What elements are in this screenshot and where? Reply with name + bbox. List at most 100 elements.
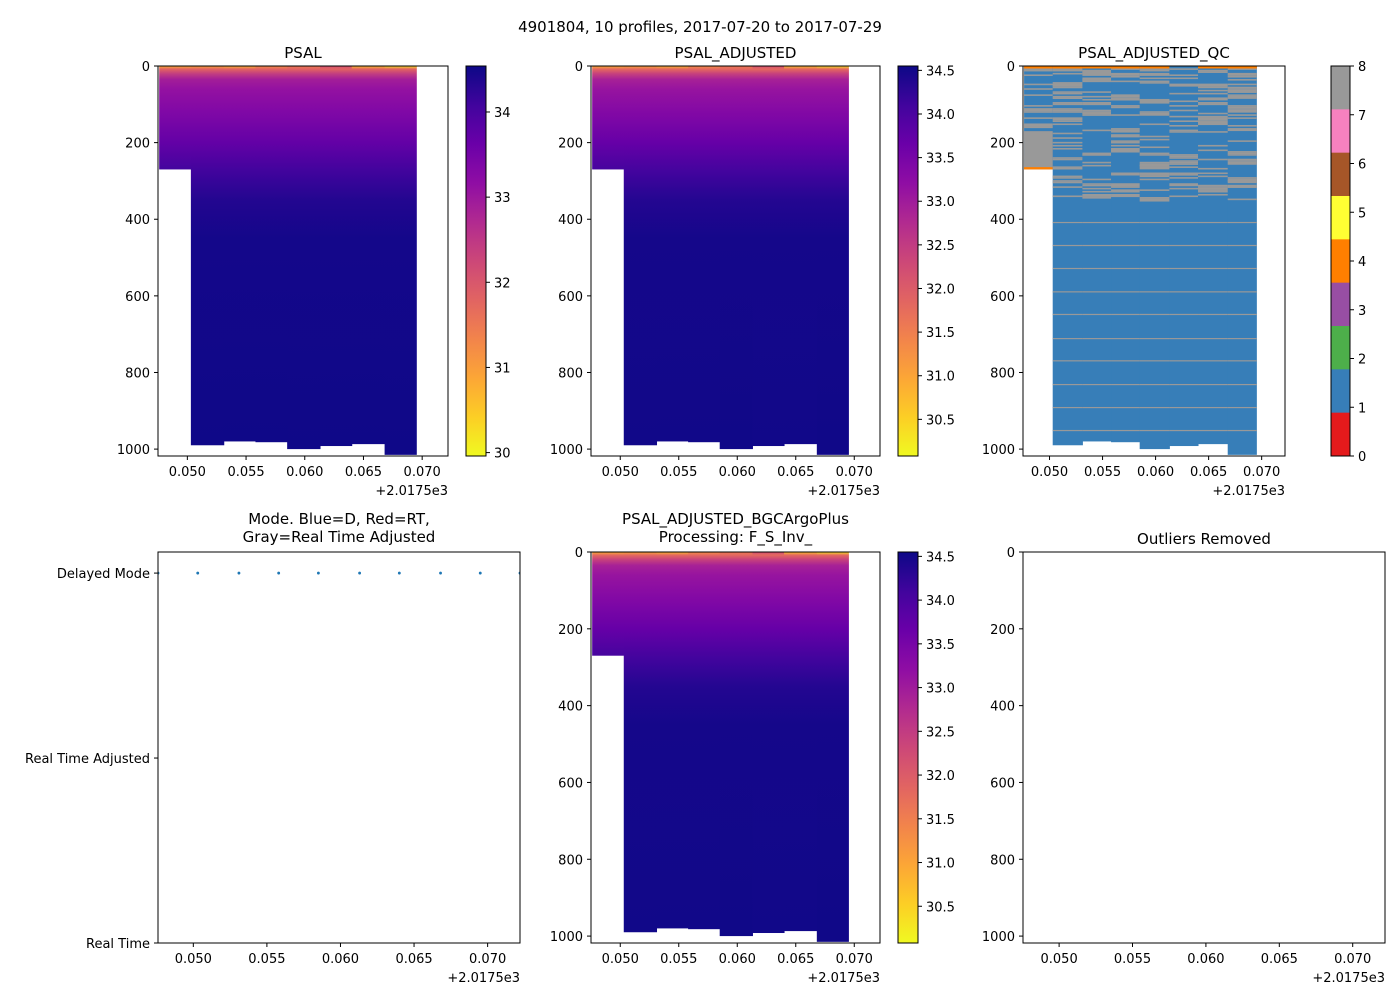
x-tick-label: 0.060 (719, 952, 756, 967)
qc-stripe-flag-8 (1111, 429, 1141, 432)
psal-column (159, 66, 192, 170)
qc-stripe-flag-8 (1052, 175, 1083, 178)
qc-stripe-flag-8 (1169, 183, 1199, 187)
qc-stripe-flag-8 (1198, 189, 1229, 191)
qc-stripe-flag-8 (1139, 98, 1170, 101)
qc-stripe-flag-8 (1024, 83, 1054, 86)
qc-stripe-flag-8 (1082, 114, 1112, 116)
x-tick-label: 0.050 (169, 465, 206, 480)
colorbar-tick-label: 6 (1358, 158, 1366, 173)
colorbar-tick-label: 8 (1358, 60, 1366, 75)
colorbar-gradient (898, 66, 918, 456)
qc-stripe-flag-8 (1169, 338, 1199, 340)
y-tick-label: 200 (558, 623, 583, 638)
y-tick-label: 200 (125, 137, 150, 152)
colorbar-swatch (1331, 66, 1350, 110)
qc-stripe-flag-8 (1198, 158, 1229, 161)
qc-stripe-flag-8 (1139, 154, 1170, 156)
x-tick-label: 0.055 (1084, 465, 1121, 480)
qc-stripe-flag-8 (1227, 406, 1257, 409)
qc-stripe-flag-8 (1052, 82, 1083, 86)
qc-stripe-flag-8 (1052, 186, 1083, 188)
psal-column (384, 66, 417, 455)
qc-stripe-flag-8 (1111, 186, 1141, 188)
qc-stripe-flag-8 (1111, 190, 1141, 193)
axes-frame (1022, 551, 1386, 944)
qc-stripe-flag-8 (1082, 79, 1112, 81)
plot-area (158, 571, 520, 575)
qc-stripe-flag-8 (1052, 429, 1083, 432)
qc-stripe-flag-8 (1139, 178, 1170, 181)
qc-stripe-flag-8 (1198, 187, 1229, 190)
qc-stripe-flag-8 (1111, 94, 1141, 98)
x-tick-label: 0.050 (602, 952, 639, 967)
x-tick-label: 0.070 (404, 465, 441, 480)
qc-stripe-flag-8 (1111, 313, 1141, 316)
psal-column (784, 66, 818, 445)
qc-stripe-flag-8 (1139, 123, 1170, 126)
qc-stripe-flag-8 (1169, 160, 1199, 162)
y-tick-label: 800 (990, 366, 1015, 381)
qc-stripe-flag-8 (1052, 117, 1083, 121)
qc-stripe-flag-8 (1169, 155, 1199, 158)
qc-stripe-flag-8 (1082, 406, 1112, 409)
qc-stripe-flag-8 (1052, 144, 1083, 147)
panel-title: PSAL_ADJUSTED_BGCArgoPlus (622, 510, 849, 529)
qc-stripe-flag-8 (1082, 161, 1112, 164)
qc-column-flag-1 (1139, 66, 1170, 450)
qc-stripe-flag-8 (1082, 111, 1112, 115)
qc-stripe-flag-8 (1111, 147, 1141, 151)
qc-stripe-flag-8 (1111, 383, 1141, 386)
qc-stripe-flag-8 (1082, 69, 1112, 73)
qc-stripe-flag-8 (1198, 117, 1229, 121)
psal-column (688, 66, 721, 443)
qc-stripe-flag-8 (1111, 184, 1141, 187)
qc-stripe-flag-8 (1052, 313, 1083, 316)
colorbar-tick-label: 33 (494, 191, 511, 206)
qc-stripe-flag-8 (1082, 152, 1112, 156)
x-offset-label: +2.0175e3 (807, 971, 880, 986)
qc-stripe-flag-8 (1139, 429, 1170, 432)
qc-stripe-flag-8 (1169, 163, 1199, 165)
qc-band-flag-4 (1024, 167, 1054, 170)
qc-stripe-flag-8 (1052, 141, 1083, 144)
qc-stripe-flag-8 (1169, 109, 1199, 112)
qc-stripe-flag-8 (1169, 83, 1199, 87)
qc-stripe-flag-8 (1139, 383, 1170, 386)
y-tick-label: 200 (990, 137, 1015, 152)
x-tick-label: 0.070 (1243, 465, 1280, 480)
psal-column (623, 552, 658, 933)
mode-point (478, 571, 482, 575)
qc-stripe-flag-8 (1052, 111, 1083, 113)
y-tick-label: 800 (125, 366, 150, 381)
qc-stripe-flag-8 (1198, 71, 1229, 73)
colorbar-tick-label: 31.5 (926, 326, 955, 341)
qc-stripe-flag-8 (1227, 180, 1257, 184)
x-tick-label: 0.060 (286, 465, 323, 480)
qc-stripe-flag-8 (1227, 429, 1257, 432)
colorbar-tick-label: 34.5 (926, 550, 955, 565)
plot-area (159, 66, 417, 455)
qc-stripe-flag-8 (1139, 406, 1170, 409)
qc-stripe-flag-8 (1227, 186, 1257, 188)
psal-column (656, 66, 689, 442)
colorbar-tick-label: 31.0 (926, 370, 955, 385)
qc-stripe-flag-8 (1227, 313, 1257, 316)
qc-stripe-flag-8 (1169, 154, 1199, 156)
qc-stripe-flag-8 (1198, 167, 1229, 170)
qc-stripe-flag-8 (1024, 88, 1054, 90)
qc-stripe-flag-8 (1139, 164, 1170, 167)
colorbar-tick-label: 30.5 (926, 900, 955, 915)
x-tick-label: 0.050 (1041, 952, 1078, 967)
colorbar-tick-label: 7 (1358, 109, 1366, 124)
qc-stripe-flag-8 (1139, 146, 1170, 149)
colorbar-frame (897, 551, 919, 944)
qc-stripe-flag-8 (1139, 267, 1170, 270)
qc-stripe-flag-8 (1198, 69, 1229, 72)
qc-stripe-flag-8 (1052, 406, 1083, 409)
qc-stripe-flag-8 (1139, 175, 1170, 178)
x-tick-label: 0.065 (395, 952, 432, 967)
qc-stripe-flag-8 (1082, 103, 1112, 106)
x-tick-label: 0.060 (1137, 465, 1174, 480)
qc-stripe-flag-8 (1198, 338, 1229, 340)
